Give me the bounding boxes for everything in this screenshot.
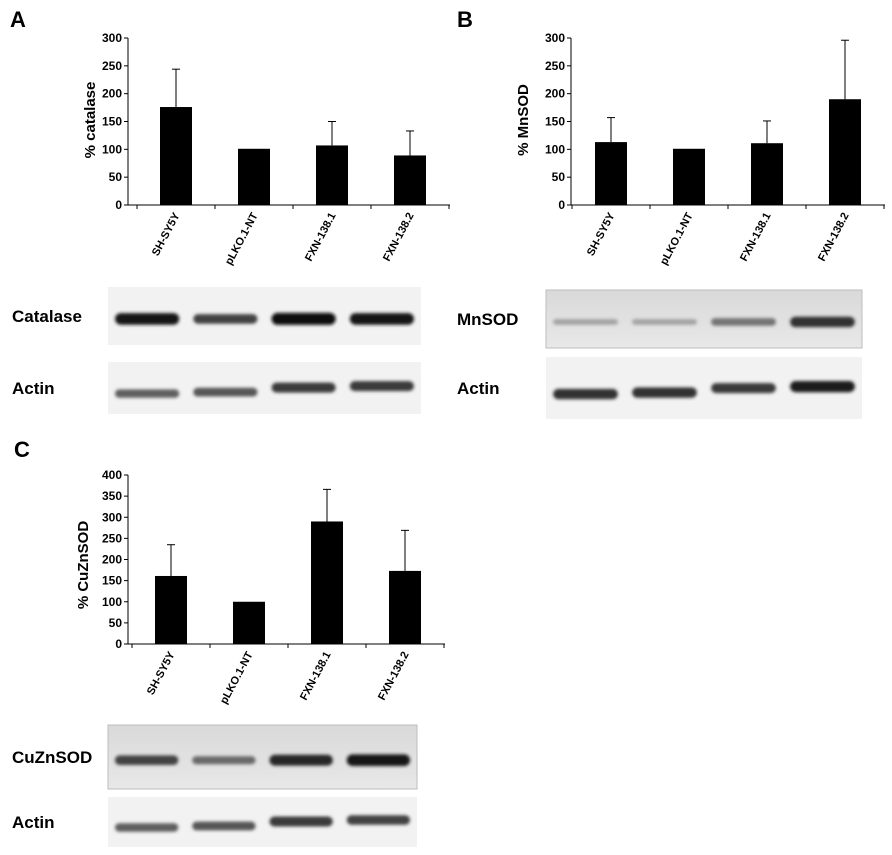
y-tick-label: 350: [102, 489, 122, 503]
y-tick-label: 300: [545, 31, 565, 45]
y-tick-label: 250: [102, 59, 122, 73]
category-label: FXN-138.1: [298, 650, 334, 703]
blot-band: [553, 388, 618, 400]
panel-a: A 0 50 100 150 200 250 300 % catalase SH-SY5Y pLKO…: [10, 7, 450, 414]
blot-label: Actin: [12, 379, 55, 398]
category-label: FXN-138.1: [738, 211, 774, 264]
y-tick-label: 0: [558, 198, 565, 212]
y-tick-label: 300: [102, 31, 122, 45]
y-tick-label: 50: [109, 170, 123, 184]
y-tick-label: 50: [109, 616, 123, 630]
category-label: SH-SY5Y: [585, 210, 618, 258]
blot-band: [711, 383, 776, 394]
y-tick-label: 250: [545, 59, 565, 73]
blot-label: CuZnSOD: [12, 748, 92, 767]
y-axis-label: % CuZnSOD: [75, 521, 92, 609]
category-label: FXN-138.1: [303, 211, 339, 264]
blot-label: Catalase: [12, 307, 82, 326]
bar: [751, 143, 783, 205]
blot-band: [553, 319, 618, 325]
blot-band: [115, 389, 180, 398]
blot-band: [711, 318, 776, 326]
blot-band: [114, 755, 179, 765]
y-axis-label: % catalase: [82, 82, 99, 159]
bar: [394, 155, 426, 205]
blot-band: [632, 387, 697, 398]
bar: [829, 99, 861, 205]
bar: [673, 148, 705, 205]
y-tick-label: 150: [545, 115, 565, 129]
blot-label: Actin: [12, 813, 55, 832]
y-tick-label: 150: [102, 574, 122, 588]
category-label: SH-SY5Y: [145, 649, 178, 697]
y-tick-label: 200: [102, 553, 122, 567]
y-tick-label: 100: [545, 142, 565, 156]
bar: [160, 107, 192, 205]
category-label: SH-SY5Y: [150, 210, 183, 258]
blot-band: [346, 815, 411, 825]
bar: [233, 601, 265, 644]
category-label: pLKO.1-NT: [218, 650, 256, 707]
blot-band: [349, 381, 414, 392]
category-label: pLKO.1-NT: [223, 211, 261, 268]
panel-b: B 0 50 100 150 200 250 300 % MnSOD SH-SY5Y pLKO.1-…: [457, 7, 885, 419]
blot-band: [346, 754, 411, 766]
blot-band: [271, 382, 336, 393]
panel-letter: C: [14, 437, 30, 462]
y-tick-label: 50: [552, 170, 566, 184]
y-tick-label: 0: [115, 198, 122, 212]
panel-letter: B: [457, 7, 473, 32]
y-tick-label: 200: [545, 87, 565, 101]
blot-band: [269, 816, 333, 827]
panel-letter: A: [10, 7, 26, 32]
bar: [595, 142, 627, 205]
category-label: FXN-138.2: [381, 211, 417, 264]
y-tick-label: 250: [102, 531, 122, 545]
category-label: FXN-138.2: [376, 650, 412, 703]
blot-label: MnSOD: [457, 310, 518, 329]
y-tick-label: 0: [115, 637, 122, 651]
category-label: FXN-138.2: [816, 211, 852, 264]
blot-band: [192, 821, 256, 831]
bar: [155, 575, 187, 644]
y-tick-label: 100: [102, 595, 122, 609]
panel-c: C 0 50 100 150 200 250 300 350 400 % CuZnSOD SH-SY5…: [12, 437, 445, 847]
blot-band: [193, 387, 258, 397]
blot-band: [271, 312, 336, 325]
category-label: pLKO.1-NT: [658, 211, 696, 268]
blot-band: [790, 381, 855, 393]
blot-band: [269, 754, 333, 766]
blot-label: Actin: [457, 379, 500, 398]
blot-band: [349, 313, 414, 325]
y-tick-label: 150: [102, 115, 122, 129]
blot-band: [192, 756, 256, 765]
blot-band: [114, 823, 179, 832]
y-tick-label: 100: [102, 142, 122, 156]
bar: [238, 148, 270, 205]
y-axis-label: % MnSOD: [515, 84, 532, 156]
blot-band: [193, 314, 258, 324]
y-tick-label: 300: [102, 510, 122, 524]
blot-band: [115, 313, 180, 325]
blot-band: [790, 316, 855, 328]
y-tick-label: 200: [102, 87, 122, 101]
blot-band: [632, 319, 697, 325]
y-tick-label: 400: [102, 468, 122, 482]
bar: [389, 570, 421, 644]
bar: [311, 521, 343, 644]
bar: [316, 145, 348, 205]
